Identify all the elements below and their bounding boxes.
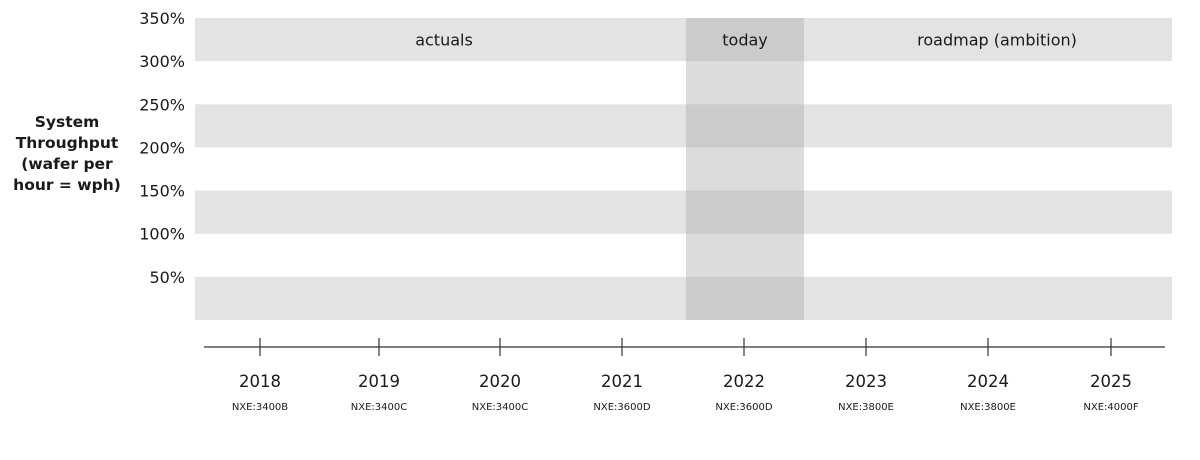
y-tick-label: 350% — [139, 9, 185, 28]
today-column-band — [686, 18, 804, 62]
y-tick-label: 200% — [139, 138, 185, 157]
y-tick-label: 300% — [139, 52, 185, 71]
region-label-roadmap: roadmap (ambition) — [917, 31, 1077, 50]
y-axis-title-line: (wafer per — [21, 155, 113, 173]
year-label-2021: 2021 — [601, 372, 643, 391]
model-label-2025: NXE:4000F — [1083, 402, 1138, 413]
region-label-today: today — [722, 31, 768, 50]
year-label-2019: 2019 — [358, 372, 400, 391]
today-column-band — [686, 276, 804, 320]
model-label-2024: NXE:3800E — [960, 402, 1016, 413]
y-axis-title: System Throughput (wafer per hour = wph) — [8, 112, 126, 196]
today-column — [686, 18, 804, 320]
y-tick-label: 250% — [139, 95, 185, 114]
model-label-2020: NXE:3400C — [472, 402, 528, 413]
y-tick-label: 100% — [139, 225, 185, 244]
year-label-2020: 2020 — [479, 372, 521, 391]
model-label-2018: NXE:3400B — [232, 402, 288, 413]
region-label-actuals: actuals — [415, 31, 473, 50]
grid-band — [195, 190, 1172, 234]
year-label-2022: 2022 — [723, 372, 765, 391]
y-axis-title-line: System — [34, 113, 100, 131]
model-label-2022: NXE:3600D — [715, 402, 772, 413]
grid-band — [195, 18, 1172, 62]
y-tick-label: 50% — [149, 268, 185, 287]
year-label-2025: 2025 — [1090, 372, 1132, 391]
year-label-2024: 2024 — [967, 372, 1009, 391]
grid-band — [195, 276, 1172, 320]
grid-band — [195, 104, 1172, 148]
today-column-band — [686, 104, 804, 148]
year-label-2023: 2023 — [845, 372, 887, 391]
y-axis-title-line: hour = wph) — [13, 176, 121, 194]
model-label-2023: NXE:3800E — [838, 402, 894, 413]
model-label-2019: NXE:3400C — [351, 402, 407, 413]
y-tick-label: 150% — [139, 182, 185, 201]
today-column-band — [686, 190, 804, 234]
y-axis-title-line: Throughput — [15, 134, 119, 152]
model-label-2021: NXE:3600D — [593, 402, 650, 413]
year-label-2018: 2018 — [239, 372, 281, 391]
